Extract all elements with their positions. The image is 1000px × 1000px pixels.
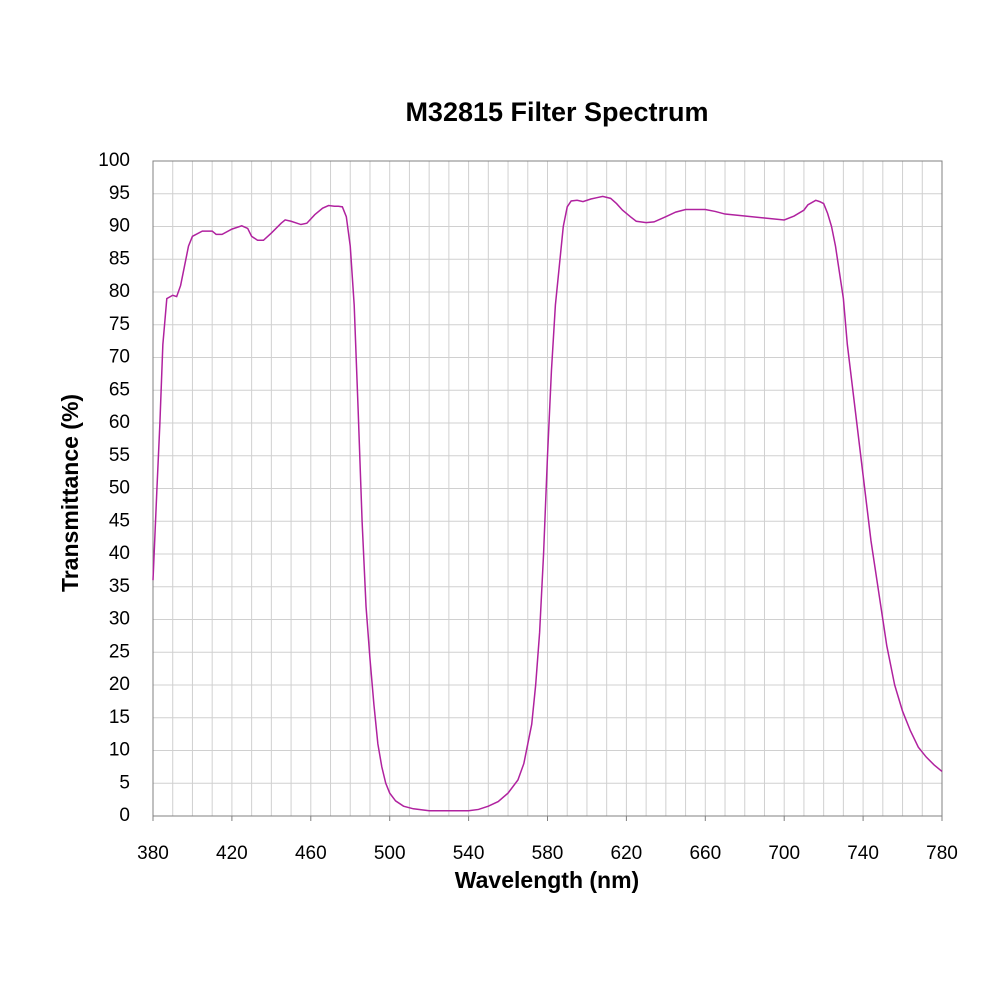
chart-title: M32815 Filter Spectrum xyxy=(405,97,708,127)
y-tick-label: 0 xyxy=(119,805,130,826)
y-tick-label: 40 xyxy=(109,543,130,564)
x-tick-label: 380 xyxy=(137,843,169,864)
y-tick-label: 60 xyxy=(109,412,130,433)
y-tick-label: 95 xyxy=(109,183,130,204)
y-tick-label: 15 xyxy=(109,707,130,728)
x-tick-label: 420 xyxy=(216,843,248,864)
y-tick-label: 5 xyxy=(119,772,130,793)
y-tick-label: 90 xyxy=(109,216,130,237)
y-tick-label: 55 xyxy=(109,445,130,466)
x-tick-label: 460 xyxy=(295,843,327,864)
y-tick-label: 35 xyxy=(109,576,130,597)
y-tick-label: 65 xyxy=(109,379,130,400)
y-tick-label: 50 xyxy=(109,478,130,499)
y-axis-label: Transmittance (%) xyxy=(57,394,83,592)
y-tick-label: 100 xyxy=(98,150,130,171)
x-axis-label: Wavelength (nm) xyxy=(455,867,639,893)
y-tick-label: 25 xyxy=(109,641,130,662)
y-tick-label: 80 xyxy=(109,281,130,302)
y-tick-label: 20 xyxy=(109,674,130,695)
y-tick-label: 30 xyxy=(109,609,130,630)
spectrum-line xyxy=(152,195,943,812)
x-tick-label: 740 xyxy=(847,843,879,864)
y-tick-label: 85 xyxy=(109,248,130,269)
x-tick-label: 540 xyxy=(453,843,485,864)
y-tick-label: 10 xyxy=(109,740,130,761)
y-tick-label: 70 xyxy=(109,347,130,368)
x-tick-label: 780 xyxy=(926,843,958,864)
y-tick-label: 45 xyxy=(109,510,130,531)
x-tick-label: 700 xyxy=(768,843,800,864)
x-tick-label: 580 xyxy=(532,843,564,864)
x-tick-label: 660 xyxy=(689,843,721,864)
x-tick-label: 620 xyxy=(611,843,643,864)
y-tick-label: 75 xyxy=(109,314,130,335)
x-tick-label: 500 xyxy=(374,843,406,864)
